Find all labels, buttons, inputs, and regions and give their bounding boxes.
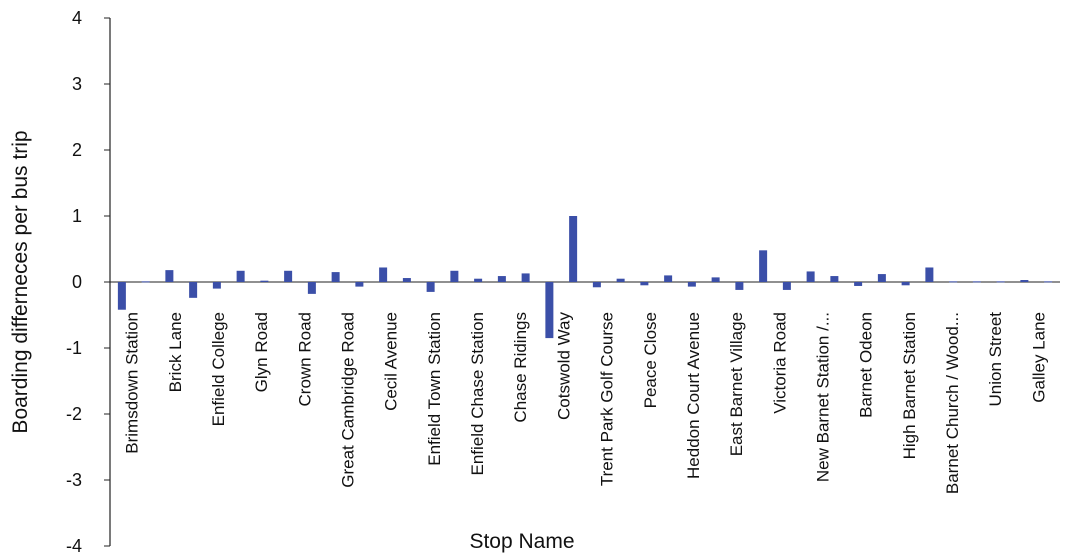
bar bbox=[355, 282, 364, 287]
y-tick-label: -4 bbox=[66, 536, 82, 555]
bar bbox=[497, 276, 506, 282]
bar bbox=[450, 270, 459, 282]
x-category-label: Glyn Road bbox=[252, 312, 271, 392]
x-category-label: Barnet Church / Wood... bbox=[943, 312, 962, 494]
x-category-label: Crown Road bbox=[295, 312, 314, 407]
bar bbox=[711, 277, 720, 282]
bar bbox=[379, 267, 388, 282]
y-tick-label: 2 bbox=[72, 140, 82, 160]
bar bbox=[830, 276, 839, 282]
x-category-label: Peace Close bbox=[641, 312, 660, 408]
y-tick-label: 4 bbox=[72, 8, 82, 28]
x-category-label: Heddon Court Avenue bbox=[684, 312, 703, 479]
bar bbox=[165, 270, 174, 282]
bar bbox=[687, 282, 696, 287]
bar bbox=[616, 278, 625, 282]
y-tick-label: 3 bbox=[72, 74, 82, 94]
bar bbox=[117, 282, 126, 310]
bar bbox=[189, 282, 198, 298]
y-tick-label: 1 bbox=[72, 206, 82, 226]
bar bbox=[901, 282, 910, 286]
bar bbox=[307, 282, 316, 294]
bar bbox=[426, 282, 435, 292]
bar bbox=[925, 267, 934, 282]
bar bbox=[735, 282, 744, 290]
bar bbox=[1044, 281, 1053, 283]
bar bbox=[592, 282, 601, 288]
bar bbox=[1020, 280, 1029, 282]
bar bbox=[521, 273, 530, 282]
bar bbox=[877, 274, 886, 282]
x-category-label: Enfield College bbox=[209, 312, 228, 426]
x-category-label: Galley Lane bbox=[1029, 312, 1048, 403]
bar bbox=[996, 281, 1005, 283]
bar bbox=[782, 282, 791, 290]
bar bbox=[640, 282, 649, 286]
y-tick-label: -2 bbox=[66, 404, 82, 424]
bar bbox=[474, 278, 483, 282]
x-category-label: Trent Park Golf Course bbox=[598, 312, 617, 486]
bar bbox=[949, 281, 958, 283]
bar bbox=[331, 272, 340, 282]
x-category-label: Great Cambridge Road bbox=[339, 312, 358, 488]
x-category-label: Victoria Road bbox=[770, 312, 789, 414]
bar bbox=[759, 250, 768, 282]
y-tick-label: 0 bbox=[72, 272, 82, 292]
x-category-label: Brimsdown Station bbox=[123, 312, 142, 454]
y-axis-title: Boarding differneces per bus trip bbox=[9, 130, 32, 433]
x-axis-category-labels: Brimsdown Station Brick Lane Enfield Colle… bbox=[123, 312, 1049, 495]
bar bbox=[260, 280, 269, 282]
y-axis-ticks: 4 3 2 1 0 -1 -2 -3 -4 bbox=[66, 8, 110, 555]
y-tick-label: -1 bbox=[66, 338, 82, 358]
x-axis-title: Stop Name bbox=[469, 530, 574, 553]
bar bbox=[284, 270, 293, 282]
bar bbox=[402, 278, 411, 282]
x-category-label: East Barnet Village bbox=[727, 312, 746, 456]
bar bbox=[236, 270, 245, 282]
y-tick-label: -3 bbox=[66, 470, 82, 490]
x-category-label: Enfield Chase Station bbox=[468, 312, 487, 476]
x-category-label: New Barnet Station /... bbox=[814, 312, 833, 482]
x-category-label: Chase Ridings bbox=[511, 312, 530, 423]
bar bbox=[212, 282, 221, 289]
bar bbox=[806, 271, 815, 282]
x-category-label: Brick Lane bbox=[166, 312, 185, 392]
bar bbox=[664, 275, 673, 282]
bar bbox=[972, 281, 981, 283]
x-category-label: Barnet Odeon bbox=[857, 312, 876, 418]
bar bbox=[569, 216, 578, 282]
bar bbox=[545, 282, 554, 339]
x-category-label: Union Street bbox=[986, 312, 1005, 407]
x-category-label: High Barnet Station bbox=[900, 312, 919, 459]
bar bbox=[141, 281, 150, 283]
x-category-label: Cecil Avenue bbox=[382, 312, 401, 411]
x-category-label: Enfield Town Station bbox=[425, 312, 444, 466]
bar bbox=[854, 282, 863, 286]
x-category-label: Cotswold Way bbox=[554, 312, 573, 421]
bar-series bbox=[117, 216, 1053, 339]
